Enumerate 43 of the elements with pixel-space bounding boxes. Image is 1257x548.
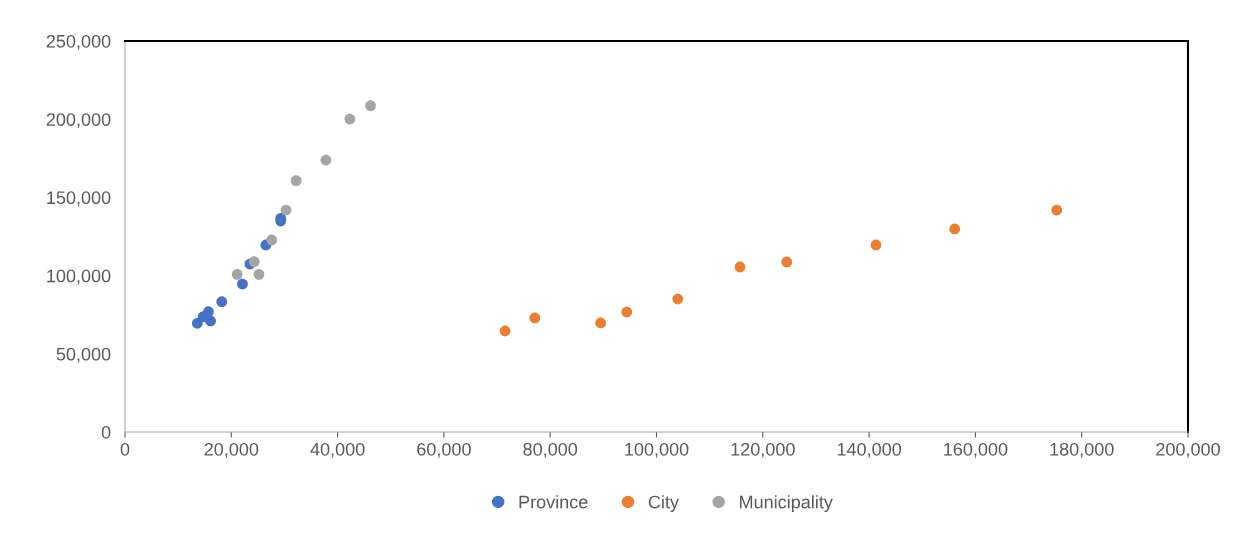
- x-tick-label: 20,000: [204, 442, 259, 458]
- x-tick-label: 100,000: [625, 442, 689, 458]
- point: [216, 296, 228, 308]
- x-tick-label: 160,000: [944, 442, 1008, 458]
- x-tick-label: 200,000: [1156, 442, 1220, 458]
- legend-label: City: [648, 495, 679, 512]
- x-tick-label: 140,000: [837, 442, 902, 458]
- point: [248, 256, 260, 268]
- x-tick-label: 80,000: [523, 442, 578, 458]
- point: [266, 234, 278, 246]
- point: [949, 223, 961, 235]
- y-tick-label: 250,000: [46, 34, 111, 50]
- x-tick-label: 40,000: [310, 442, 365, 458]
- point: [529, 312, 541, 324]
- y-tick-label: 50,000: [56, 347, 111, 363]
- point: [734, 261, 746, 273]
- x-tick-label: 180,000: [1050, 442, 1114, 458]
- point: [621, 306, 633, 318]
- x-tick-label: 60,000: [417, 442, 471, 458]
- y-tick-label: 150,000: [47, 191, 111, 207]
- point: [595, 317, 607, 329]
- point: [253, 268, 265, 280]
- y-tick-label: 100,000: [47, 269, 111, 285]
- point: [499, 325, 511, 337]
- point: [290, 175, 302, 187]
- x-tick-label: 120,000: [731, 442, 795, 458]
- point: [365, 100, 376, 112]
- legend-label: Municipality: [740, 495, 833, 512]
- point: [237, 278, 248, 290]
- point: [344, 113, 356, 125]
- y-tick-label: 200,000: [46, 113, 111, 129]
- point: [203, 306, 214, 318]
- y-tick-label: 0: [101, 425, 111, 439]
- point: [672, 293, 684, 305]
- point: [231, 268, 243, 280]
- point: [870, 239, 882, 251]
- point: [205, 315, 216, 327]
- x-tick-label: 0: [120, 442, 130, 456]
- legend-label: Province: [519, 495, 588, 509]
- point: [781, 256, 793, 268]
- point: [320, 154, 332, 166]
- point: [280, 204, 292, 216]
- point: [1051, 204, 1063, 216]
